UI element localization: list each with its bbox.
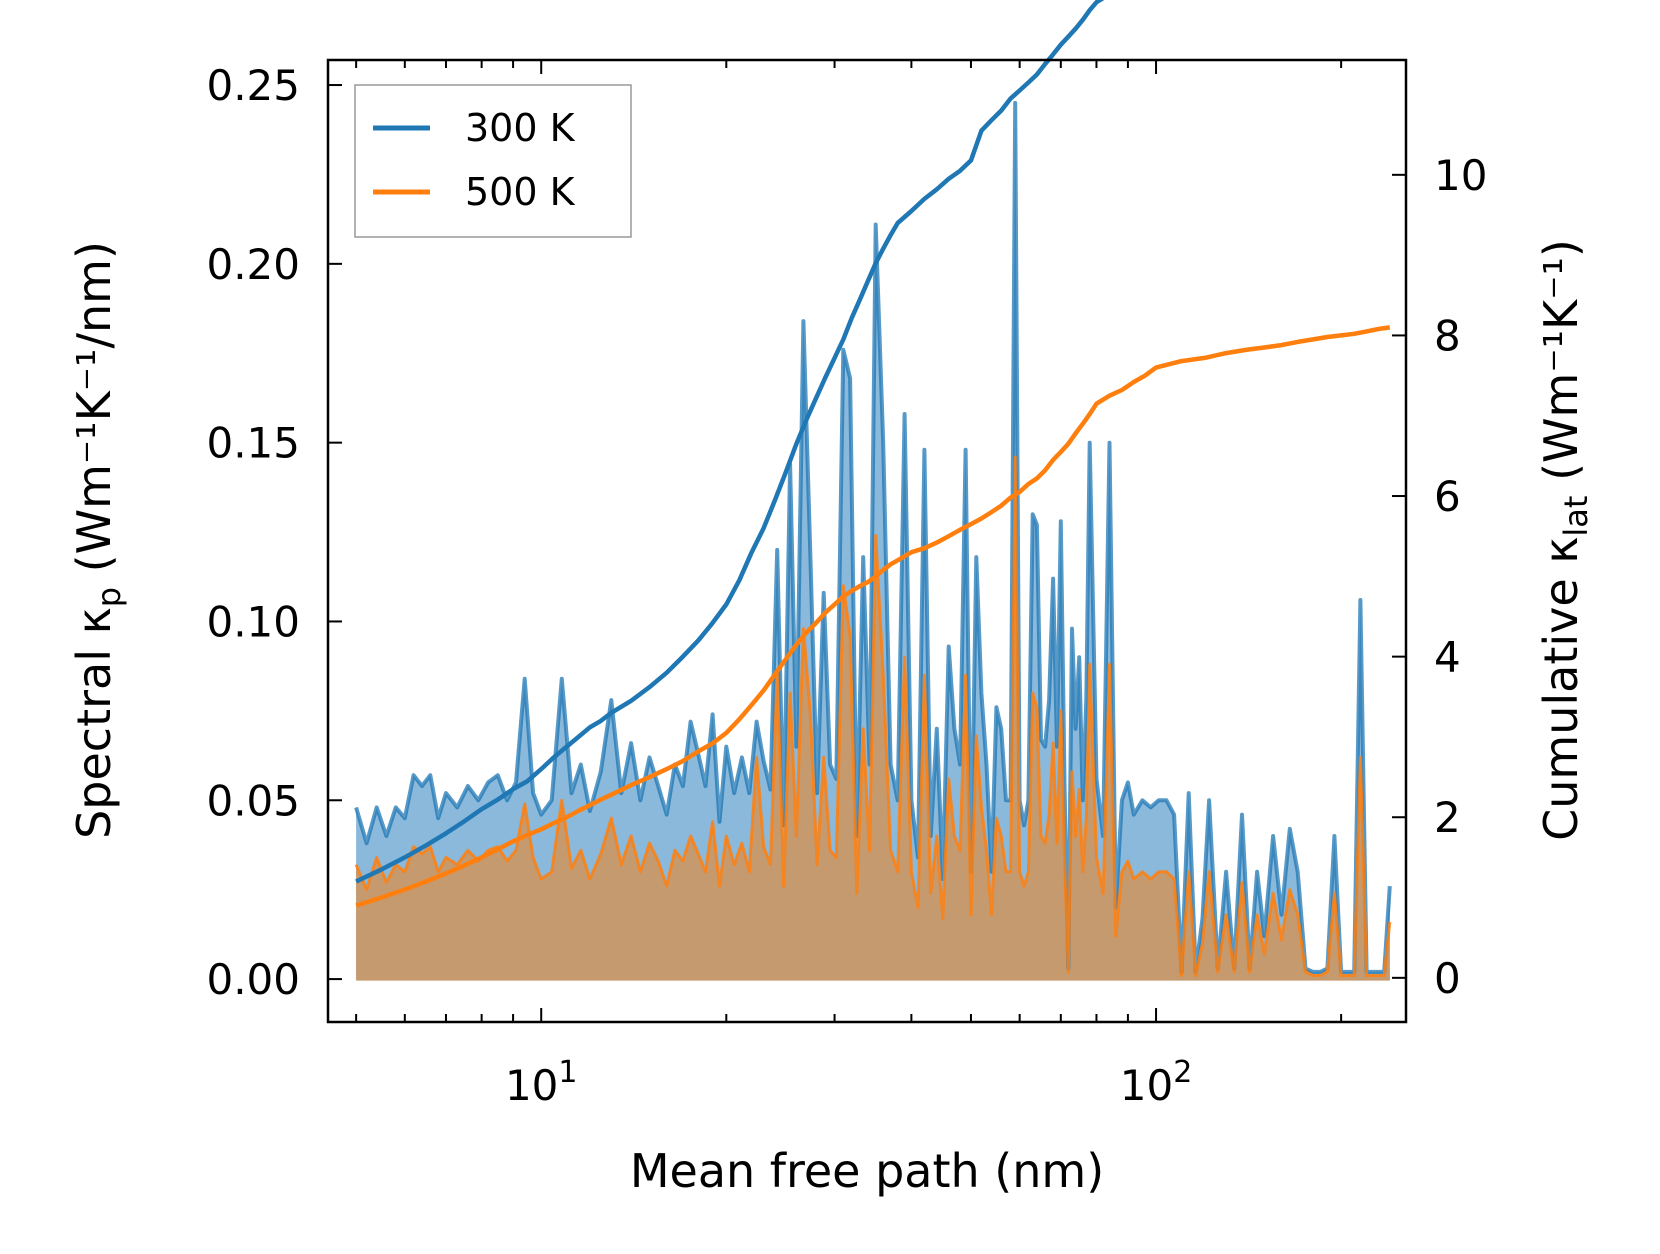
legend-label-300k: 300 K bbox=[465, 106, 576, 150]
y-left-tick-label: 0.10 bbox=[206, 597, 300, 646]
legend-label-500k: 500 K bbox=[465, 170, 576, 214]
legend-box bbox=[354, 84, 632, 238]
y-left-tick-label: 0.20 bbox=[206, 240, 300, 289]
line-cumulative-300k bbox=[355, 0, 1105, 884]
line-spectral-300k bbox=[354, 100, 1392, 974]
y-right-tick-label: 0 bbox=[1434, 954, 1461, 1003]
plot-area bbox=[354, 0, 1392, 981]
y-axis-right-label: Cumulative κlat (Wm⁻¹K⁻¹) bbox=[1534, 239, 1595, 841]
y-right-tick-label: 2 bbox=[1434, 793, 1461, 842]
y-right-tick-label: 4 bbox=[1434, 633, 1461, 682]
y-right-tick-label: 6 bbox=[1434, 472, 1461, 521]
y-left-tick-label: 0.25 bbox=[206, 61, 300, 110]
y-left-tick-label: 0.00 bbox=[206, 955, 300, 1004]
y-left-tick-label: 0.15 bbox=[206, 419, 300, 468]
y-right-tick-label: 8 bbox=[1434, 311, 1461, 360]
legend: 300 K 500 K bbox=[354, 84, 632, 238]
x-tick-label: 101 bbox=[505, 1055, 578, 1110]
y-right-tick-label: 10 bbox=[1434, 151, 1487, 200]
line-spectral-500k bbox=[354, 455, 1392, 977]
plot-frame bbox=[326, 58, 1408, 1024]
axes-ticks: 101 102 0.00 0.05 0.10 0.15 0.20 0.25 0 2 4 6 8 10 bbox=[206, 60, 1487, 1110]
y-axis-left-label: Spectral κp (Wm⁻¹K⁻¹/nm) bbox=[67, 241, 128, 839]
line-cumulative-500k bbox=[355, 325, 1391, 908]
x-tick-label: 102 bbox=[1120, 1055, 1193, 1110]
y-left-tick-label: 0.05 bbox=[206, 776, 300, 825]
x-axis-label: Mean free path (nm) bbox=[630, 1144, 1104, 1198]
